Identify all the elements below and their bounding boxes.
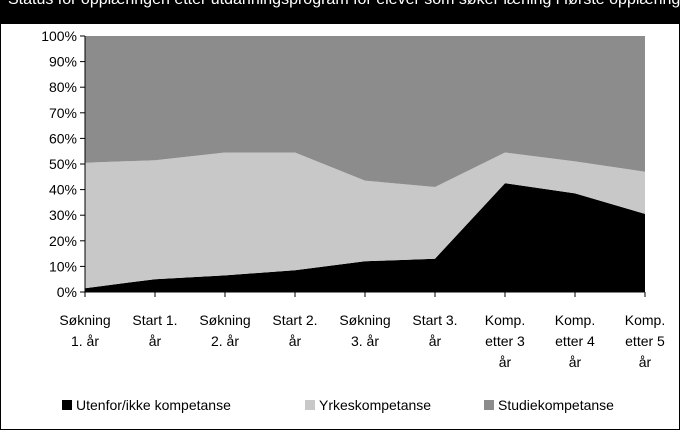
area-series-3 (85, 36, 645, 187)
x-tick-label: Start 2. år (272, 312, 317, 349)
legend: Utenfor/ikke kompetanse Yrkeskompetanse St… (62, 397, 614, 413)
y-tick-label: 40% (49, 182, 77, 198)
x-tick-label: Start 1. år (132, 312, 177, 349)
x-tick-label: Komp. etter 4 år (555, 312, 595, 370)
legend-swatch (62, 400, 72, 410)
x-tick-label: Søkning 3. år (339, 312, 390, 349)
legend-label: Utenfor/ikke kompetanse (76, 397, 231, 413)
chart-title: Status for opplæringen etter utdanningsp… (8, 0, 680, 9)
x-tick-label: Start 3. år (412, 312, 457, 349)
y-tick-label: 0% (57, 284, 77, 300)
y-tick-label: 90% (49, 54, 77, 70)
axes: 0% 10% 20% 30% 40% 50% 60% 70% 80% 90% 100% Søkning… (41, 28, 665, 370)
plot-area (85, 36, 645, 292)
x-tick-label: Søkning 2. år (199, 312, 250, 349)
x-tick-label: Komp. etter 5 år (625, 312, 665, 370)
chart-title-bar: Status for opplæringen etter utdanningsp… (0, 0, 680, 24)
area-series-1 (85, 183, 645, 292)
y-tick-label: 70% (49, 105, 77, 121)
y-tick-label: 80% (49, 79, 77, 95)
y-tick-label: 100% (41, 28, 77, 44)
area-series-2 (85, 152, 645, 289)
legend-swatch (484, 400, 494, 410)
y-tick-label: 50% (49, 156, 77, 172)
legend-label: Studiekompetanse (498, 397, 614, 413)
y-tick-label: 30% (49, 207, 77, 223)
y-tick-label: 20% (49, 233, 77, 249)
x-tick-label: Komp. etter 3 år (485, 312, 525, 370)
x-tick-label: Søkning 1. år (59, 312, 110, 349)
legend-swatch (305, 400, 315, 410)
y-tick-label: 10% (49, 258, 77, 274)
legend-label: Yrkeskompetanse (319, 397, 431, 413)
y-tick-label: 60% (49, 130, 77, 146)
